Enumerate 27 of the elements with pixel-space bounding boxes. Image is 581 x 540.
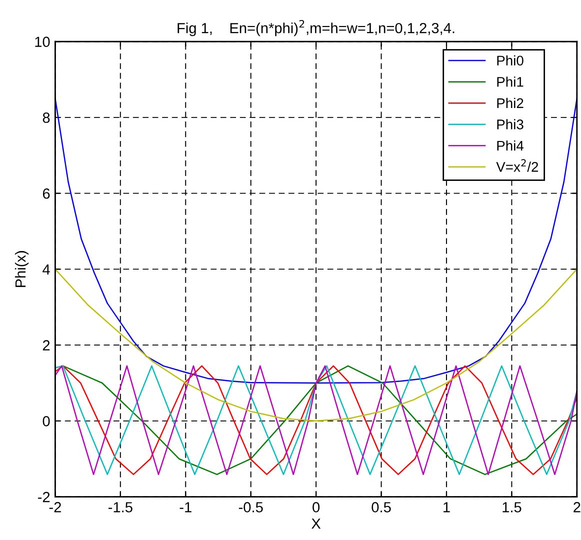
x-axis-title: X <box>312 518 321 529</box>
x-tick-label: 1 <box>444 502 450 512</box>
x-tick-label: -2 <box>49 502 61 512</box>
line-series <box>55 268 577 422</box>
y-tick-label: 4 <box>42 264 50 274</box>
x-tick-label: -1.5 <box>108 502 132 512</box>
x-tick-label: 0.5 <box>372 502 391 512</box>
y-tick-label: -2 <box>38 492 50 502</box>
y-tick-label: 2 <box>42 340 50 350</box>
y-axis-title: Phi(x) <box>14 251 29 288</box>
chart-title: Fig 1, En=(n*phi)$^{2}$,m=h=w=1,n=0,1,2,3,4. <box>178 20 454 36</box>
line-series <box>55 365 577 476</box>
x-tick-label: 0 <box>312 502 320 512</box>
legend-label: Phi4 <box>497 140 524 151</box>
x-tick-label: -0.5 <box>238 502 263 512</box>
legend-label: Phi3 <box>497 119 524 130</box>
y-tick-label: 0 <box>42 416 50 426</box>
x-tick-label: 1.5 <box>502 502 522 512</box>
legend-label: V=x$^{2}$/2 <box>496 159 538 172</box>
legend-label: Phi2 <box>497 98 524 108</box>
y-tick-label: 10 <box>35 36 50 48</box>
x-tick-label: 2 <box>574 502 580 512</box>
y-tick-label: 6 <box>42 188 50 199</box>
y-tick-label: 8 <box>42 112 50 123</box>
legend-label: Phi1 <box>497 76 524 87</box>
legend-label: Phi0 <box>497 55 524 66</box>
x-tick-label: -1 <box>180 502 192 512</box>
